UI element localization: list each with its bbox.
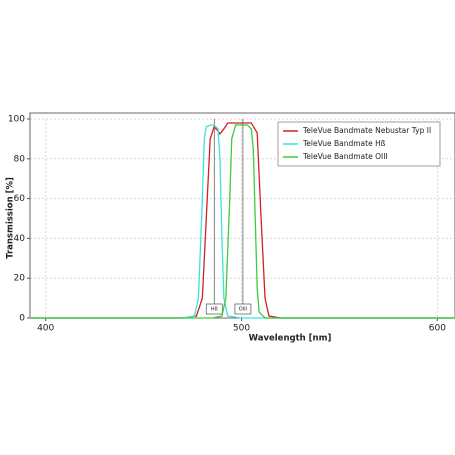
annotation-box <box>205 303 223 315</box>
x-tick-label: 600 <box>429 324 446 334</box>
annotation-box <box>234 303 252 315</box>
annotation-label: OIII <box>239 307 247 313</box>
y-tick-label: 0 <box>19 314 25 324</box>
series-line <box>30 122 455 319</box>
annotation-label: Hß <box>211 307 218 313</box>
legend-label: TeleVue Bandmate OIII <box>302 152 388 161</box>
x-tick-label: 500 <box>233 324 250 334</box>
legend-box <box>277 121 441 167</box>
x-tick-label: 400 <box>37 324 54 334</box>
series-line <box>30 124 455 319</box>
y-tick-label: 20 <box>14 274 26 284</box>
x-axis-label: Wavelength [nm] <box>249 334 332 344</box>
y-axis-label: Transmission [%] <box>6 177 16 259</box>
y-tick-label: 60 <box>14 194 26 204</box>
legend-label: TeleVue Bandmate Hß <box>302 139 386 148</box>
y-tick-label: 40 <box>14 234 26 244</box>
legend-label: TeleVue Bandmate Nebustar Typ II <box>302 126 431 135</box>
series-line <box>30 124 455 319</box>
y-tick-label: 100 <box>8 115 25 125</box>
y-tick-label: 80 <box>14 154 26 164</box>
